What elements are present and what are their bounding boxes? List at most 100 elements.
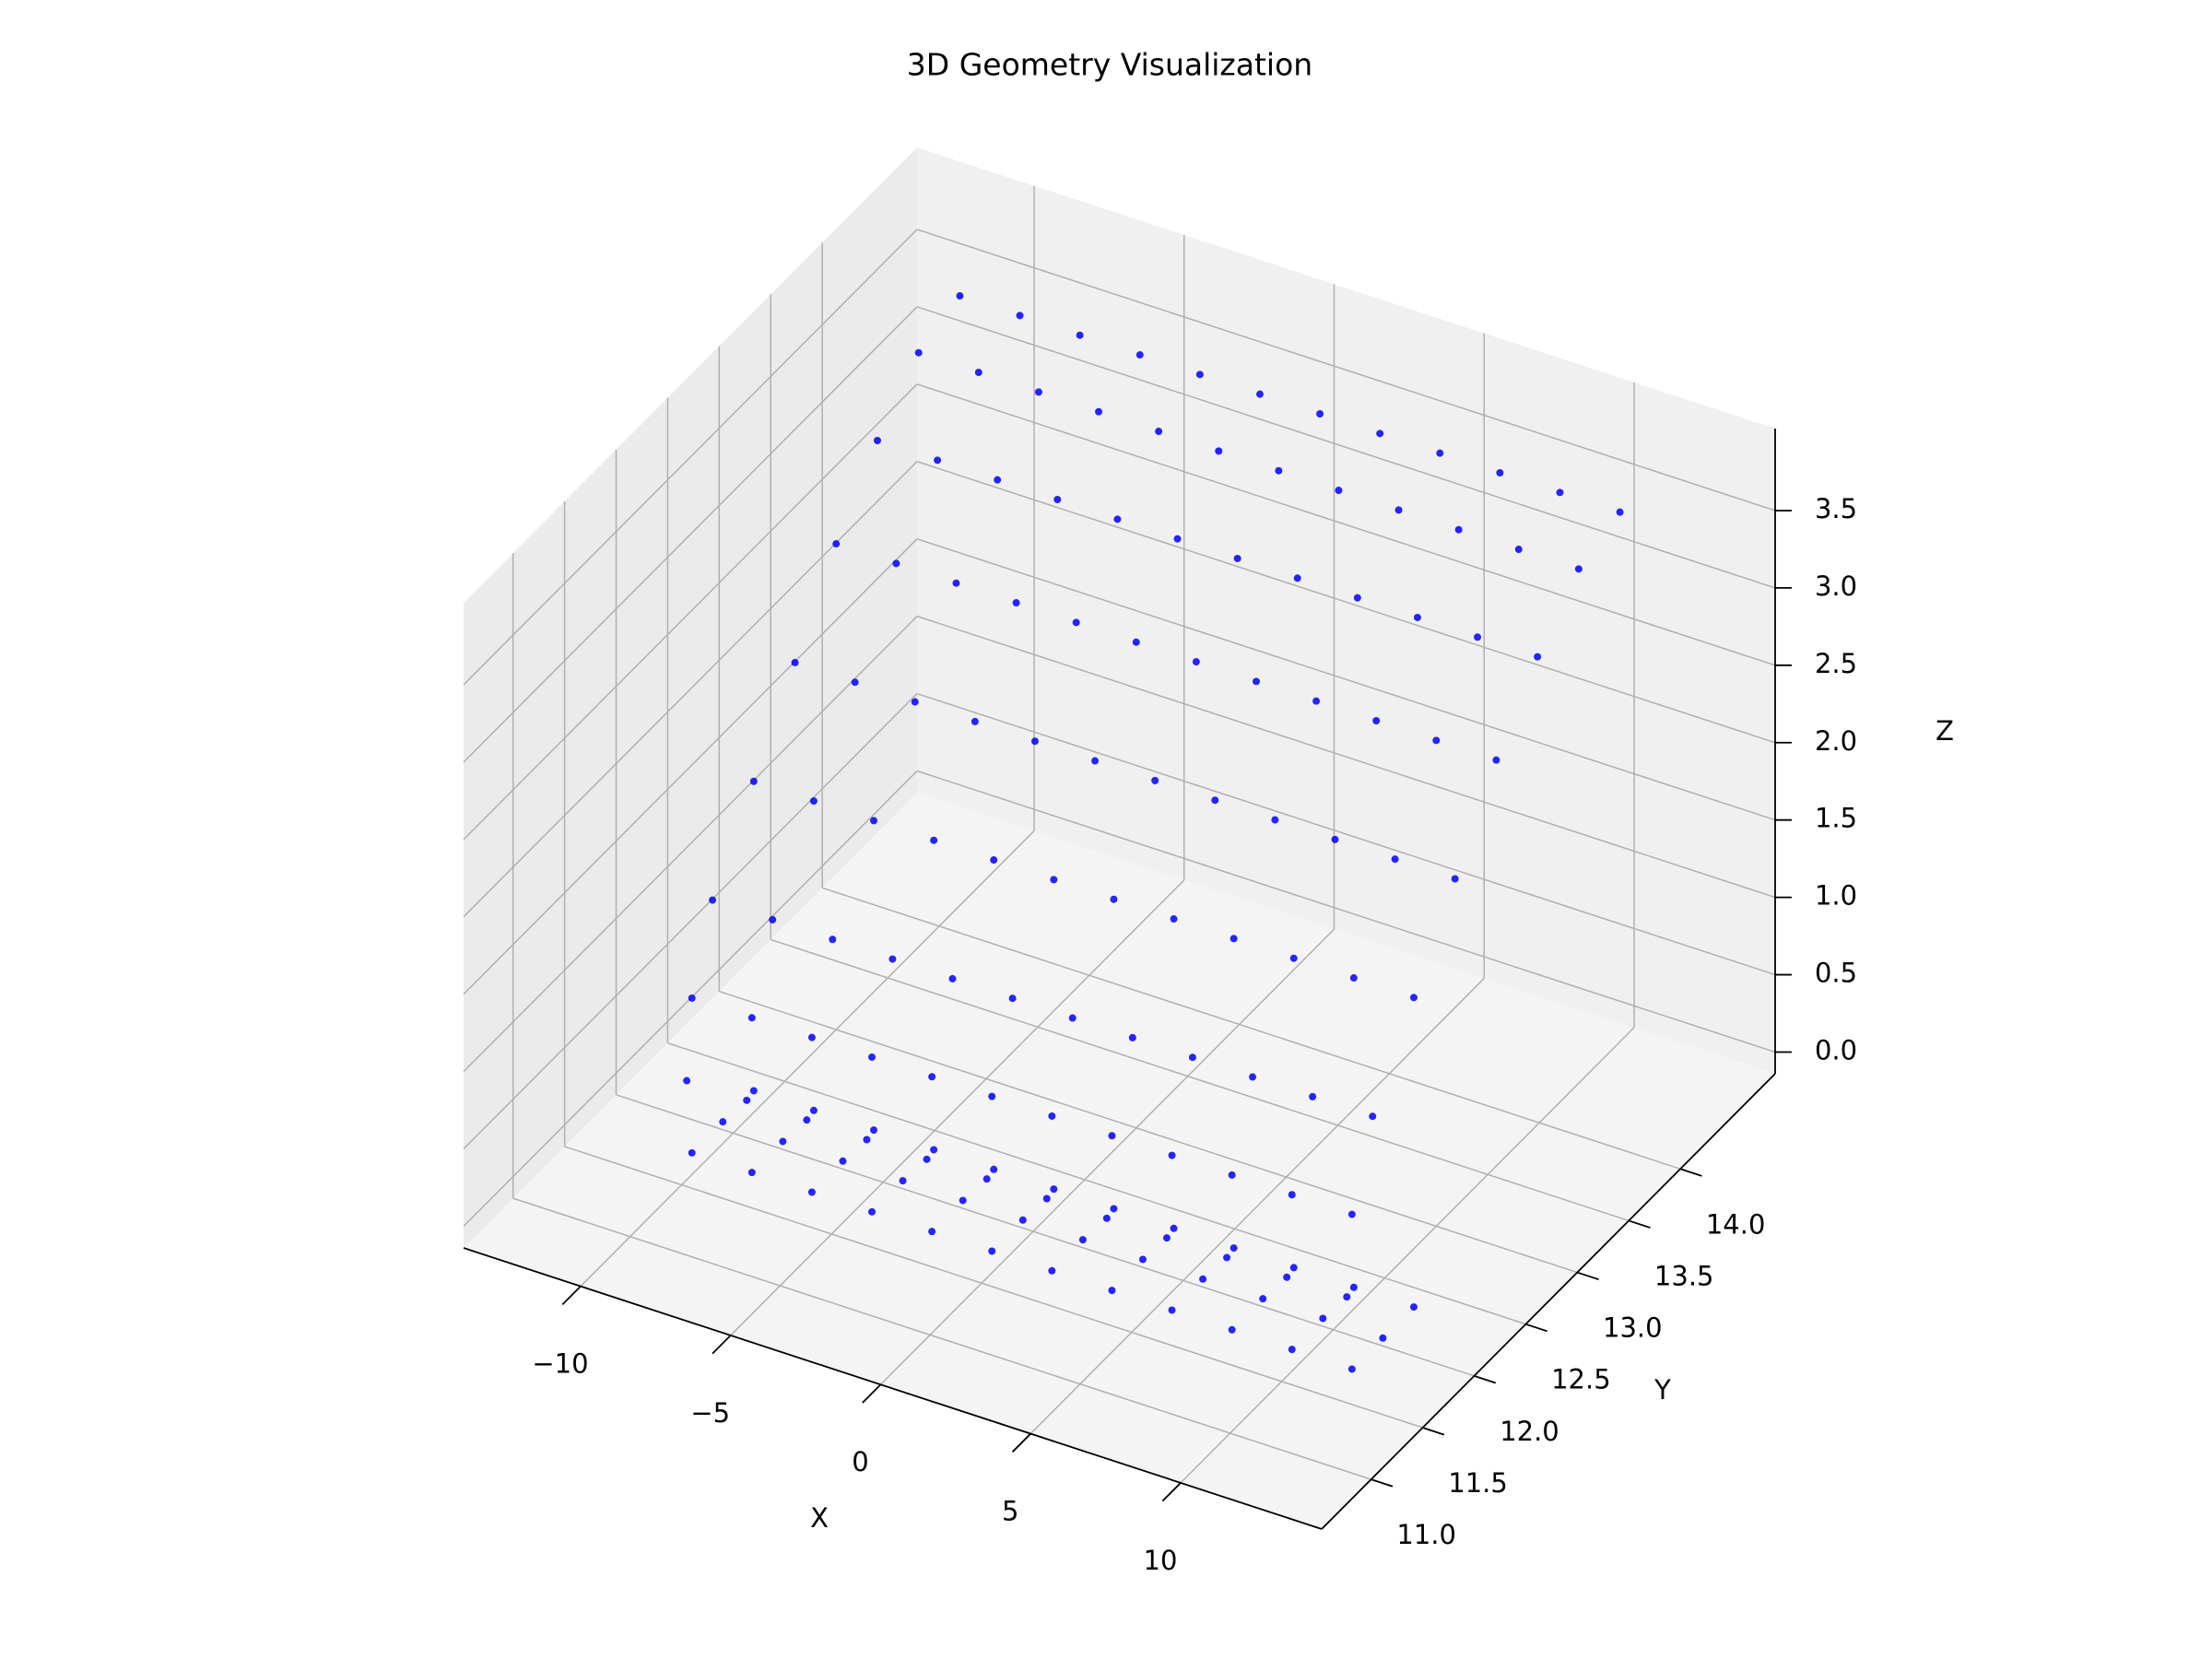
- grid-line: [916, 537, 1776, 821]
- point: [1168, 1151, 1176, 1159]
- point: [899, 1177, 907, 1185]
- x-axis-label: X: [810, 1502, 829, 1534]
- point: [1008, 994, 1017, 1003]
- grid-line: [1030, 978, 1485, 1435]
- z-tick-label: 3.0: [1815, 571, 1857, 602]
- y-tick-label: 12.5: [1551, 1364, 1611, 1395]
- point: [1616, 508, 1624, 516]
- point: [1474, 633, 1482, 641]
- x-tick: [1161, 1482, 1182, 1502]
- point: [1309, 1092, 1317, 1100]
- point: [791, 658, 799, 666]
- y-tick-label: 13.5: [1654, 1260, 1714, 1291]
- point: [1255, 390, 1264, 398]
- point: [1409, 1303, 1418, 1312]
- grid-line: [667, 1041, 1526, 1325]
- y-tick: [1679, 1168, 1702, 1177]
- point: [1076, 331, 1084, 339]
- grid-line: [770, 938, 1630, 1222]
- point: [1048, 1112, 1056, 1120]
- point: [749, 777, 758, 785]
- x-tick-label: 10: [1144, 1545, 1178, 1576]
- z-tick-label: 3.5: [1815, 493, 1857, 524]
- point: [851, 678, 859, 687]
- point: [1012, 599, 1020, 607]
- point: [1514, 546, 1523, 554]
- point: [1110, 1205, 1118, 1213]
- point: [1110, 895, 1118, 903]
- point: [1211, 796, 1219, 805]
- y-axis: [1321, 1073, 1776, 1530]
- point: [988, 1247, 996, 1255]
- point: [870, 817, 878, 825]
- point: [888, 955, 897, 963]
- point: [747, 1014, 756, 1022]
- grid-line: [916, 770, 1776, 1053]
- point: [1283, 1273, 1291, 1281]
- point: [1289, 954, 1298, 962]
- point: [930, 1146, 938, 1154]
- point: [1173, 535, 1182, 543]
- y-tick: [1628, 1219, 1651, 1229]
- point: [832, 540, 841, 548]
- point: [959, 1196, 967, 1205]
- y-tick: [1371, 1478, 1394, 1488]
- point: [769, 915, 777, 924]
- point: [1233, 554, 1241, 562]
- point: [743, 1096, 751, 1104]
- point: [990, 856, 998, 865]
- point: [1316, 410, 1324, 418]
- point: [1199, 1275, 1207, 1283]
- point: [1249, 1073, 1257, 1081]
- left-pane: [464, 147, 917, 1248]
- point: [873, 437, 881, 445]
- point: [829, 935, 837, 944]
- x-axis: [463, 1247, 1323, 1530]
- point: [1151, 776, 1159, 784]
- grid-line: [463, 383, 918, 841]
- x-tick: [1011, 1432, 1031, 1453]
- grid-line: [580, 830, 1035, 1288]
- point: [1376, 429, 1384, 438]
- point: [719, 1118, 727, 1126]
- point: [1230, 1244, 1238, 1253]
- points: [683, 292, 1624, 1373]
- point: [948, 974, 957, 982]
- point: [807, 1033, 816, 1041]
- floor-pane: [464, 793, 1775, 1529]
- point: [1379, 1334, 1387, 1342]
- x-tick: [561, 1285, 582, 1305]
- point: [1391, 855, 1399, 864]
- point: [809, 797, 818, 806]
- point: [1496, 468, 1504, 477]
- point: [1319, 1314, 1327, 1323]
- point: [1223, 1253, 1231, 1262]
- z-tick-label: 1.5: [1815, 803, 1857, 834]
- point: [1162, 1234, 1171, 1242]
- point: [1534, 653, 1542, 661]
- grid-line: [916, 692, 1776, 976]
- point: [974, 369, 982, 377]
- point: [779, 1137, 787, 1146]
- point: [1068, 1014, 1077, 1022]
- point: [1168, 1306, 1176, 1314]
- point: [1108, 1287, 1116, 1295]
- point: [1347, 1210, 1356, 1218]
- point: [1192, 658, 1200, 666]
- point: [994, 476, 1002, 484]
- point: [749, 1087, 758, 1095]
- point: [1155, 428, 1163, 436]
- point: [1018, 1216, 1027, 1224]
- y-tick: [1422, 1427, 1445, 1436]
- x-tick-label: −5: [690, 1397, 730, 1429]
- y-tick-label: 12.0: [1500, 1416, 1559, 1447]
- point: [1454, 525, 1463, 534]
- point: [1030, 737, 1039, 746]
- point: [683, 1077, 691, 1085]
- point: [1050, 1185, 1058, 1194]
- grid-line: [916, 383, 1776, 666]
- point: [1288, 1191, 1296, 1199]
- point: [803, 1116, 811, 1124]
- point: [990, 1165, 998, 1173]
- point: [1016, 312, 1024, 320]
